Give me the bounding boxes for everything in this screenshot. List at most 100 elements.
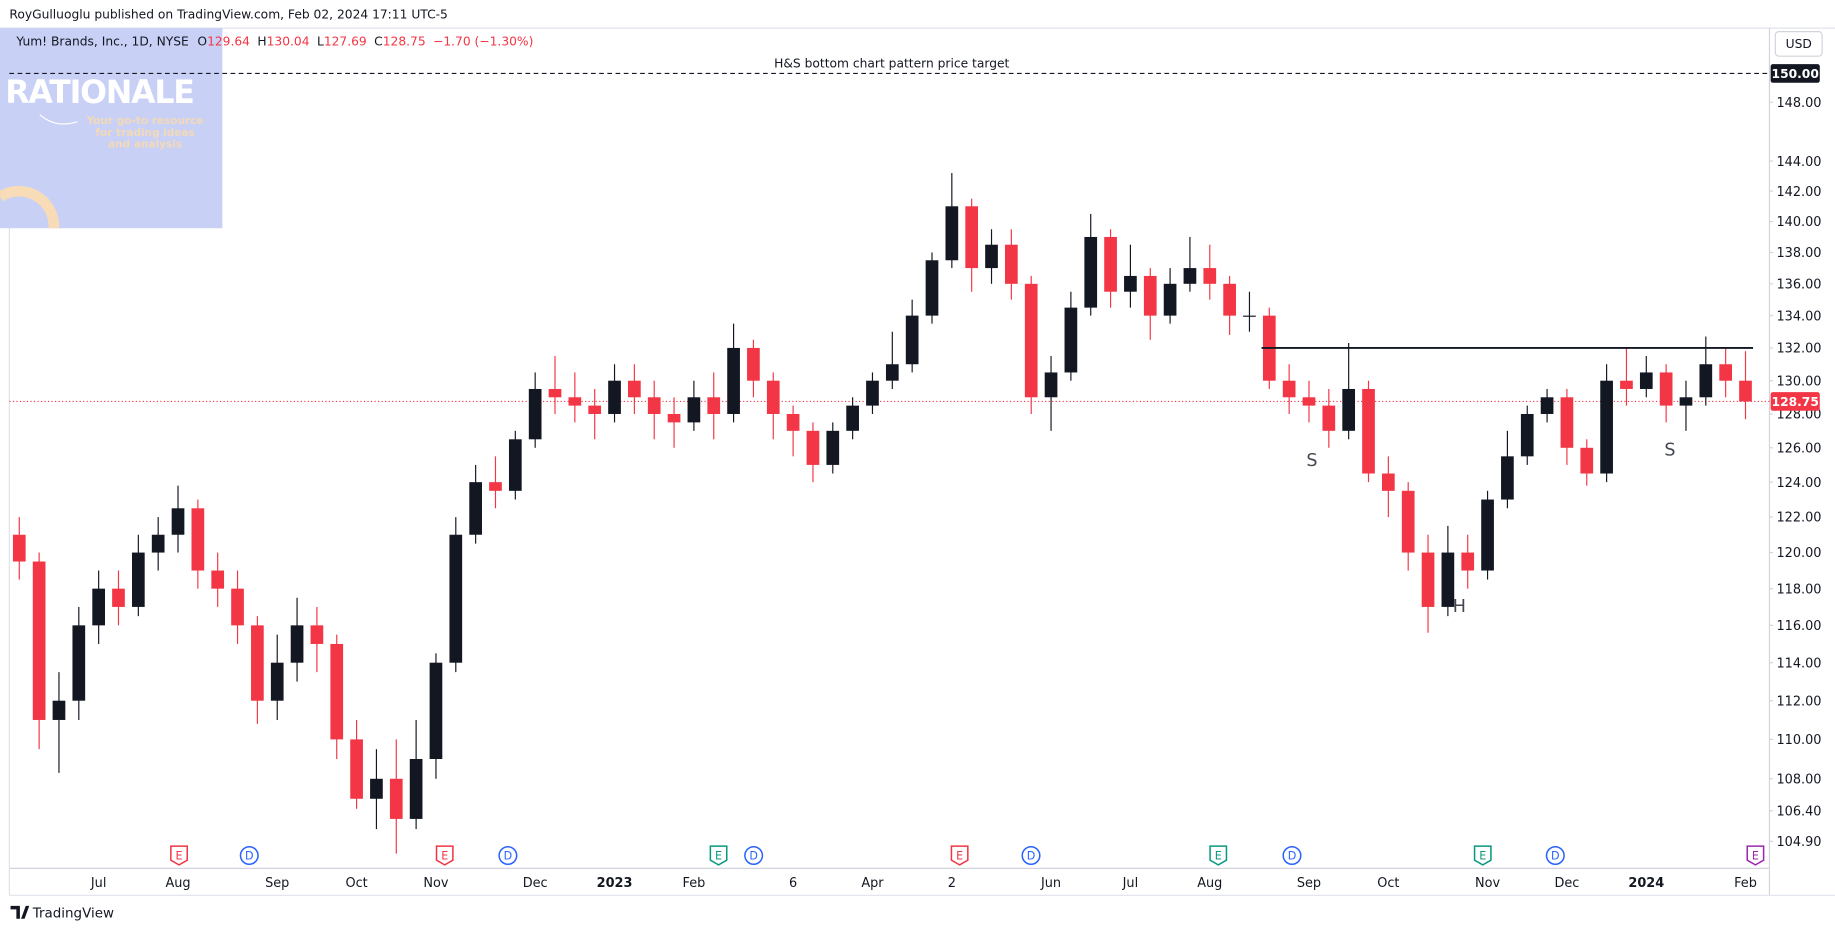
candle-body (112, 588, 125, 607)
candle-body (1243, 315, 1256, 317)
event-marker[interactable] (1545, 845, 1565, 866)
y-tick-label: 112.00 (1776, 694, 1821, 709)
candle-body (1183, 268, 1197, 284)
candle-body (1739, 380, 1752, 402)
event-label: E (1215, 850, 1222, 863)
candle-body (885, 364, 899, 381)
x-tick-label: Nov (423, 876, 448, 891)
event-marker[interactable] (1209, 845, 1228, 866)
candle-body (866, 380, 879, 406)
candle-body (1203, 268, 1217, 284)
candle-body (1679, 397, 1693, 406)
candle-body (707, 397, 721, 414)
x-tick-label: 2 (948, 876, 956, 891)
candle-body (92, 588, 105, 626)
y-tick-label: 140.00 (1776, 215, 1821, 230)
candle-body (1719, 364, 1733, 381)
currency-box[interactable] (1774, 31, 1823, 57)
footer-brand: TradingView (32, 907, 114, 922)
y-tick-label: 110.00 (1776, 733, 1821, 748)
y-tick-label: 132.00 (1776, 342, 1821, 357)
event-marker[interactable] (709, 845, 728, 866)
y-tick-label: 118.00 (1776, 582, 1821, 597)
candle-body (508, 439, 522, 491)
x-tick-label: Jul (90, 876, 107, 891)
event-marker[interactable] (1282, 845, 1302, 866)
candle-body (429, 662, 443, 760)
candle-body (131, 552, 145, 607)
last-price-box (1770, 392, 1820, 411)
candle-body (925, 260, 939, 316)
candle-body (1084, 236, 1098, 308)
event-label: D (504, 850, 513, 863)
candle-body (1143, 275, 1157, 316)
legend-key: H (257, 35, 266, 49)
event-marker[interactable] (1746, 845, 1765, 866)
candle-body (290, 625, 304, 663)
candle-body (171, 508, 185, 535)
candle-body (588, 405, 602, 414)
y-tick-label: 116.00 (1776, 619, 1821, 634)
candle-body (151, 534, 165, 553)
x-tick-label: Dec (1554, 876, 1579, 891)
y-tick-label: 106.40 (1776, 805, 1821, 820)
candle-body (1362, 388, 1375, 474)
candle-body (687, 397, 701, 423)
candle-body (1005, 244, 1018, 284)
x-tick-label: 2024 (1628, 876, 1664, 891)
event-label: D (1288, 850, 1297, 863)
event-marker[interactable] (498, 845, 518, 866)
candle-body (1322, 405, 1336, 431)
event-marker[interactable] (744, 845, 764, 866)
legend-key: O (197, 35, 207, 49)
candle-body (389, 778, 403, 819)
event-marker[interactable] (1473, 845, 1492, 866)
event-marker[interactable] (170, 845, 189, 866)
candle-body (1580, 447, 1594, 474)
pattern-annotation: S (1664, 440, 1675, 460)
legend-key: C (374, 35, 383, 49)
candle-body (806, 430, 820, 465)
candle-body (1639, 372, 1653, 389)
event-marker[interactable] (1021, 845, 1041, 866)
legend-change: −1.70 (−1.30%) (433, 35, 533, 49)
candle-body (747, 347, 760, 381)
footer-logo: TradingView (10, 905, 114, 922)
x-tick-label: Dec (523, 876, 548, 891)
event-label: E (715, 850, 722, 863)
candle-body (667, 413, 681, 423)
y-tick-label: 122.00 (1776, 511, 1821, 526)
candle-body (548, 388, 562, 398)
y-tick-label: 142.00 (1776, 185, 1821, 200)
event-marker[interactable] (950, 845, 969, 866)
candle-body (1620, 380, 1633, 389)
event-label: E (956, 850, 963, 863)
legend-value: 127.69 (324, 35, 367, 49)
candle-body (469, 482, 482, 535)
legend-value: 129.64 (207, 35, 250, 49)
candle-body (330, 643, 344, 740)
legend-symbol: Yum! Brands, Inc., 1D, NYSE (15, 35, 188, 49)
candle-body (1282, 380, 1296, 398)
candle-body (1461, 552, 1475, 571)
candle-body (1342, 388, 1356, 431)
candle-body (32, 561, 46, 720)
event-marker[interactable] (239, 845, 259, 866)
candle-body (72, 625, 86, 701)
watermark-tagline: and analysis (108, 138, 182, 150)
candle-body (1600, 380, 1613, 474)
y-tick-label: 128.00 (1776, 408, 1821, 423)
y-tick-label: 126.00 (1776, 441, 1821, 456)
candle-body (965, 206, 979, 269)
candle-body (905, 315, 919, 365)
candle-body (1024, 283, 1038, 398)
event-label: D (1027, 850, 1036, 863)
y-tick-label: 104.90 (1776, 835, 1821, 850)
candle-body (449, 534, 463, 663)
candle-body (370, 778, 383, 799)
candle-body (1064, 307, 1078, 373)
event-label: E (1479, 850, 1486, 863)
event-marker[interactable] (435, 845, 454, 866)
candle-body (1163, 283, 1177, 316)
